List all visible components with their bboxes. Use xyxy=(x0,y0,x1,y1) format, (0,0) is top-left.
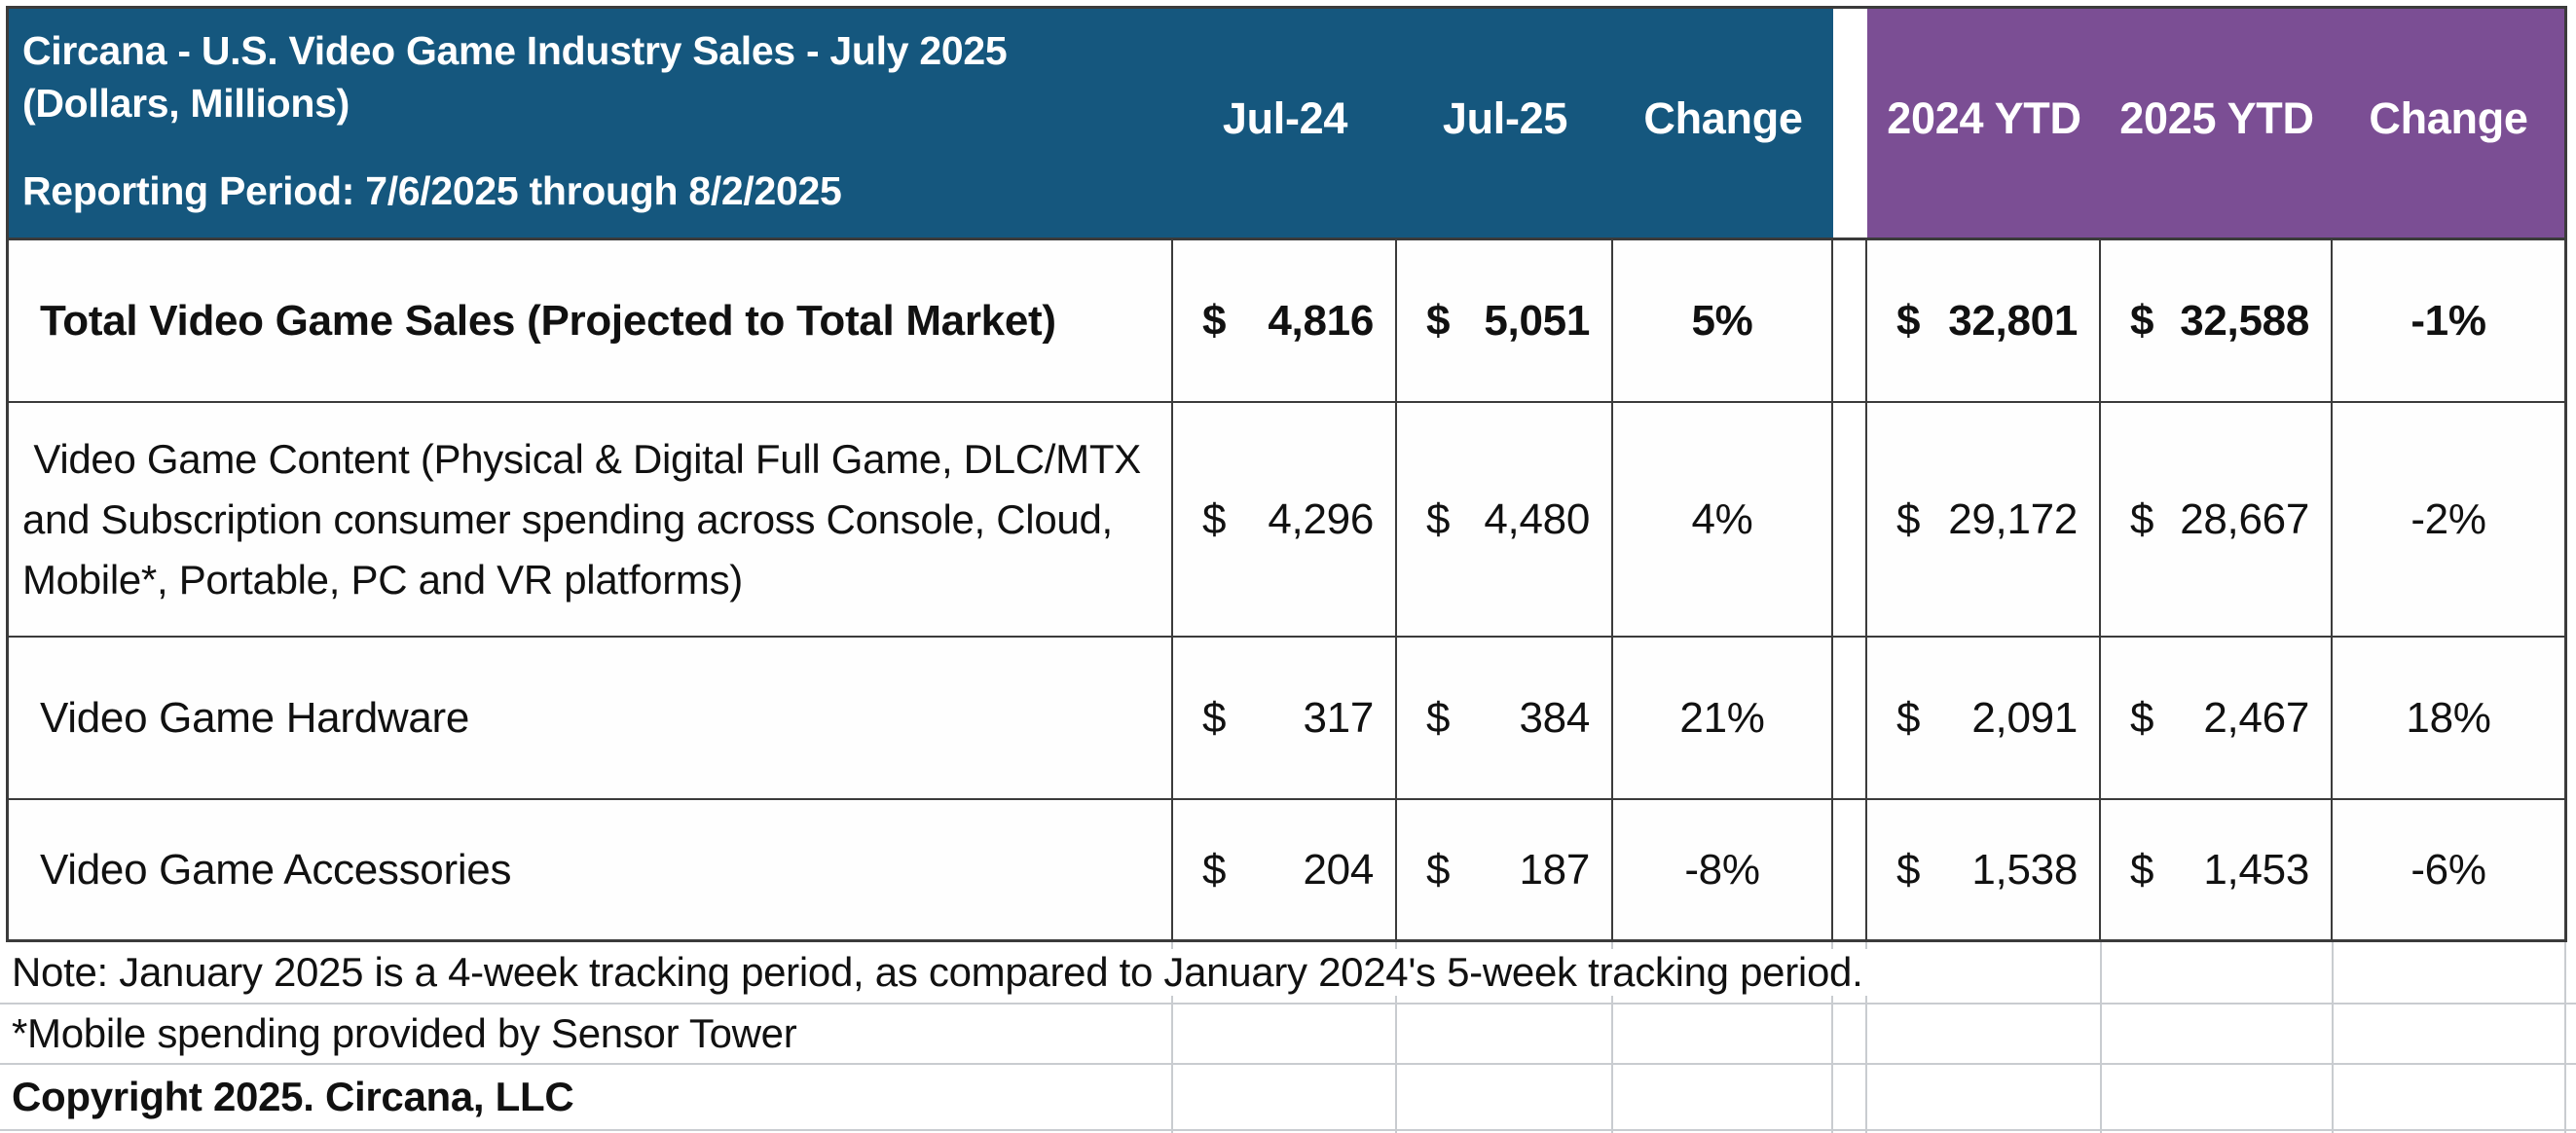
dollar-sign: $ xyxy=(1896,693,1921,742)
ytd-change-cell: -2% xyxy=(2333,403,2564,638)
dollar-sign: $ xyxy=(1202,494,1227,543)
jul25-cell: $ 5,051 xyxy=(1397,240,1613,403)
note-row: Note: January 2025 is a 4-week tracking … xyxy=(0,942,2576,1005)
row-label-total: Total Video Game Sales (Projected to Tot… xyxy=(9,240,1173,403)
sales-report-table: Circana - U.S. Video Game Industry Sales… xyxy=(6,6,2567,942)
col-header-jul24: Jul-24 xyxy=(1173,9,1397,240)
jul25-value: 384 xyxy=(1519,693,1590,742)
ytd25-value: 32,588 xyxy=(2180,296,2309,345)
ytd25-cell: $ 2,467 xyxy=(2101,638,2333,800)
ytd24-value: 32,801 xyxy=(1948,296,2078,345)
ytd24-value: 2,091 xyxy=(1971,693,2078,742)
jul25-cell: $ 384 xyxy=(1397,638,1613,800)
ytd25-cell: $ 32,588 xyxy=(2101,240,2333,403)
ytd24-cell: $ 1,538 xyxy=(1867,800,2101,939)
ytd24-cell: $ 32,801 xyxy=(1867,240,2101,403)
dollar-sign: $ xyxy=(1202,693,1227,742)
col-header-2024-ytd: 2024 YTD xyxy=(1867,9,2101,240)
jul25-value: 5,051 xyxy=(1484,296,1590,345)
ytd-change-cell: -1% xyxy=(2333,240,2564,403)
gap-cell xyxy=(1833,800,1867,939)
jul24-value: 204 xyxy=(1303,845,1374,894)
mobile-note-row: *Mobile spending provided by Sensor Towe… xyxy=(0,1005,2576,1065)
gap-cell xyxy=(1833,403,1867,638)
dollar-sign: $ xyxy=(2130,693,2154,742)
dollar-sign: $ xyxy=(1426,494,1451,543)
dollar-sign: $ xyxy=(1202,296,1227,345)
reporting-period: Reporting Period: 7/6/2025 through 8/2/2… xyxy=(22,168,842,213)
gap-cell xyxy=(1833,638,1867,800)
monthly-change-cell: 5% xyxy=(1613,240,1833,403)
dollar-sign: $ xyxy=(1202,845,1227,894)
report-header-title-cell: Circana - U.S. Video Game Industry Sales… xyxy=(9,9,1173,240)
ytd24-cell: $ 29,172 xyxy=(1867,403,2101,638)
mobile-spending-note: *Mobile spending provided by Sensor Towe… xyxy=(12,1010,813,1057)
ytd24-cell: $ 2,091 xyxy=(1867,638,2101,800)
row-label-content: Video Game Content (Physical & Digital F… xyxy=(9,403,1173,638)
ytd-change-cell: -6% xyxy=(2333,800,2564,939)
report-subtitle: (Dollars, Millions) xyxy=(22,81,350,126)
gap-cell xyxy=(1833,240,1867,403)
row-label-hardware: Video Game Hardware xyxy=(9,638,1173,800)
col-header-ytd-change: Change xyxy=(2333,9,2564,240)
tracking-period-note: Note: January 2025 is a 4-week tracking … xyxy=(12,949,1879,996)
jul24-cell: $ 204 xyxy=(1173,800,1397,939)
col-header-monthly-change: Change xyxy=(1613,9,1833,240)
ytd24-value: 1,538 xyxy=(1971,845,2078,894)
jul24-cell: $ 4,816 xyxy=(1173,240,1397,403)
dollar-sign: $ xyxy=(1426,296,1451,345)
row-label-accessories: Video Game Accessories xyxy=(9,800,1173,939)
copyright-row: Copyright 2025. Circana, LLC xyxy=(0,1065,2576,1131)
dollar-sign: $ xyxy=(1896,494,1921,543)
monthly-change-cell: 21% xyxy=(1613,638,1833,800)
jul25-value: 4,480 xyxy=(1484,494,1590,543)
jul24-value: 317 xyxy=(1303,693,1374,742)
jul25-value: 187 xyxy=(1519,845,1590,894)
dollar-sign: $ xyxy=(1896,845,1921,894)
copyright-text: Copyright 2025. Circana, LLC xyxy=(12,1074,590,1120)
ytd-change-cell: 18% xyxy=(2333,638,2564,800)
jul24-cell: $ 317 xyxy=(1173,638,1397,800)
ytd25-value: 2,467 xyxy=(2203,693,2309,742)
jul25-cell: $ 4,480 xyxy=(1397,403,1613,638)
monthly-change-cell: 4% xyxy=(1613,403,1833,638)
jul24-cell: $ 4,296 xyxy=(1173,403,1397,638)
dollar-sign: $ xyxy=(1896,296,1921,345)
ytd24-value: 29,172 xyxy=(1948,494,2078,543)
jul24-value: 4,296 xyxy=(1268,494,1374,543)
dollar-sign: $ xyxy=(1426,693,1451,742)
monthly-change-cell: -8% xyxy=(1613,800,1833,939)
ytd25-value: 28,667 xyxy=(2180,494,2309,543)
footer-notes: Note: January 2025 is a 4-week tracking … xyxy=(0,942,2576,1133)
ytd25-value: 1,453 xyxy=(2203,845,2309,894)
dollar-sign: $ xyxy=(2130,296,2154,345)
col-header-2025-ytd: 2025 YTD xyxy=(2101,9,2333,240)
header-gap-cell xyxy=(1833,9,1867,240)
jul25-cell: $ 187 xyxy=(1397,800,1613,939)
dollar-sign: $ xyxy=(2130,845,2154,894)
dollar-sign: $ xyxy=(2130,494,2154,543)
ytd25-cell: $ 28,667 xyxy=(2101,403,2333,638)
report-title: Circana - U.S. Video Game Industry Sales… xyxy=(22,28,1008,73)
dollar-sign: $ xyxy=(1426,845,1451,894)
col-header-jul25: Jul-25 xyxy=(1397,9,1613,240)
jul24-value: 4,816 xyxy=(1268,296,1374,345)
ytd25-cell: $ 1,453 xyxy=(2101,800,2333,939)
